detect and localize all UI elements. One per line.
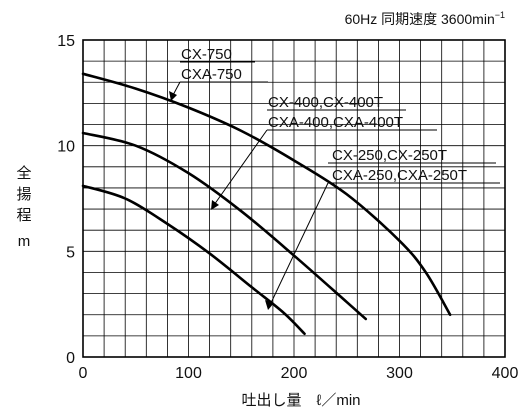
series-3-leader-line [269,182,329,306]
y-tick-label: 5 [66,244,75,261]
series-3-label-line-2: CXA-250,CXA-250T [332,167,467,184]
y-axis-label: 全 揚 程 m [16,164,31,250]
series-3-arrowhead [265,300,274,310]
y-axis-label-char: 全 [16,164,31,182]
series-3-label-line-1: CX-250,CX-250T [332,147,447,164]
series-2-label-line-1: CX-400,CX-400T [268,94,383,111]
series-1-label-line-1: CX-750 [181,46,232,63]
plot-frame [82,39,506,358]
condition-superscript: −1 [495,10,505,20]
curves [81,72,452,336]
series-2-label-line-2: CXA-400,CXA-400T [268,114,403,131]
series-3-curve [81,184,306,336]
condition-label: 60Hz 同期速度 3600min−1 [345,10,505,27]
x-tick-label: 400 [492,365,519,382]
x-tick-label: 0 [79,365,88,382]
series-2-leader-line [213,129,268,206]
y-tick-label: 10 [57,139,75,156]
series-1-curve [81,72,452,317]
y-tick-label: 0 [66,350,75,367]
y-axis-label-char: 程 [16,207,31,224]
x-tick-label: 100 [175,365,202,382]
grid [83,40,505,357]
series-labels: CX-750 CXA-750 CX-400,CX-400T CXA-400,CX… [180,46,500,184]
y-axis-label-char: m [18,233,31,250]
series-2-curve [81,131,368,321]
tick-labels: 0 100 200 300 400 0 5 10 15 [57,33,518,382]
y-axis-label-char: 揚 [16,186,31,203]
x-tick-label: 300 [386,365,413,382]
x-tick-label: 200 [281,365,308,382]
series-1-label-line-2: CXA-750 [181,66,242,83]
leader-arrows [169,81,329,310]
series-2-arrowhead [211,200,219,210]
y-tick-label: 15 [57,33,75,50]
x-axis-label: 吐出し量 ℓ／min [241,392,360,409]
series-1-arrowhead [169,91,177,101]
